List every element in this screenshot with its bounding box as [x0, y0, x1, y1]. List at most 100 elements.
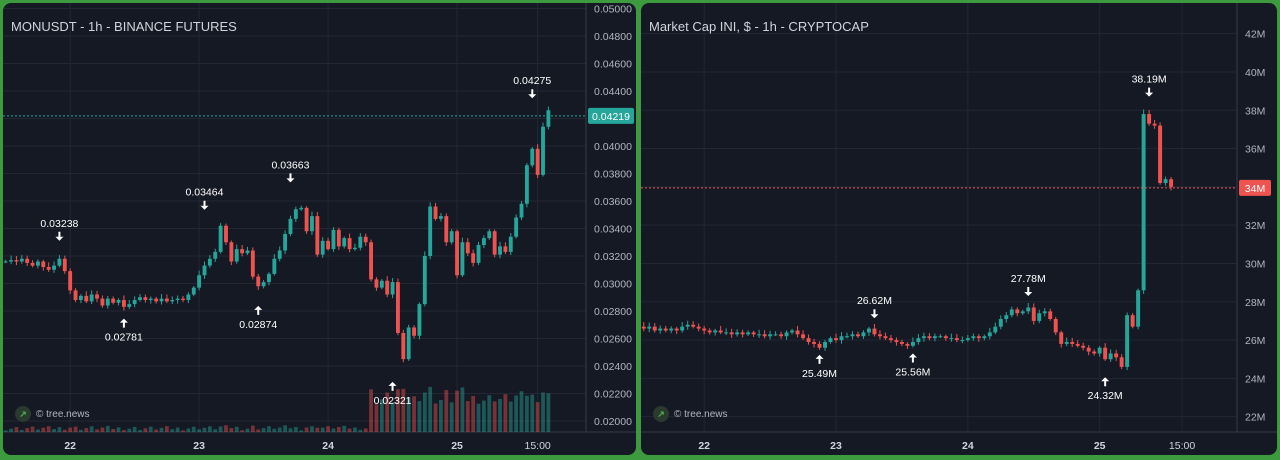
volume-bar — [417, 401, 422, 432]
volume-bar — [73, 426, 78, 432]
candle-body — [116, 300, 121, 303]
y-tick-label: 0.03000 — [594, 279, 632, 291]
candle-body — [784, 332, 789, 337]
low-annotation-label: 25.56M — [895, 366, 930, 378]
candle-body — [707, 330, 712, 333]
volume-bar — [546, 393, 551, 432]
arrow-down-icon — [286, 173, 295, 183]
chart-title: Market Cap INI, $ - 1h - CRYPTOCAP — [649, 19, 869, 34]
volume-bar — [369, 389, 373, 432]
candle-body — [127, 304, 132, 307]
volume-bar — [519, 391, 524, 432]
y-tick-label: 0.02600 — [594, 334, 632, 346]
candle-body — [729, 332, 734, 335]
candle-body — [487, 231, 492, 239]
volume-bar — [390, 402, 395, 432]
volume-bar — [229, 428, 234, 432]
candle-body — [746, 332, 751, 335]
y-tick-label: 0.04600 — [594, 59, 632, 71]
candle-body — [910, 341, 915, 346]
chart-panel-monusdt: 0.050000.048000.046000.044000.042000.040… — [3, 3, 636, 455]
candle-body — [861, 332, 866, 337]
candle-body — [396, 282, 400, 333]
y-tick-label: 0.04800 — [594, 31, 632, 43]
volume-bar — [202, 427, 207, 432]
candle-body — [481, 238, 486, 245]
volume-bar — [498, 398, 502, 432]
candle-body — [779, 334, 784, 337]
candle-body — [465, 242, 470, 254]
candle-body — [3, 261, 8, 263]
volume-bar — [514, 395, 519, 432]
candle-body — [718, 330, 723, 333]
candle-body — [1158, 125, 1163, 184]
candle-body — [331, 229, 336, 250]
candle-body — [795, 330, 800, 335]
candle-body — [828, 338, 833, 342]
high-annotation-label: 26.62M — [857, 295, 892, 307]
volume-bar — [261, 428, 266, 432]
volume-bar — [320, 427, 325, 432]
candle-body — [1031, 307, 1036, 321]
candle-body — [293, 209, 298, 219]
candle-body — [406, 327, 411, 360]
candle-body — [1097, 347, 1102, 354]
candle-body — [25, 258, 30, 263]
volume-bar — [175, 427, 180, 432]
candle-body — [1037, 313, 1042, 321]
candle-body — [949, 338, 954, 340]
candle-body — [35, 261, 40, 266]
volume-bar — [84, 428, 89, 432]
candle-body — [121, 300, 126, 307]
candle-body — [1086, 347, 1091, 352]
y-tick-label: 0.03200 — [594, 251, 632, 263]
candle-body — [1042, 311, 1047, 314]
volume-bar — [487, 395, 492, 432]
y-tick-label: 0.03800 — [594, 169, 632, 181]
volume-bar — [336, 427, 341, 432]
candle-body — [1130, 315, 1135, 327]
volume-bar — [36, 429, 40, 432]
volume-bar — [342, 425, 347, 432]
candle-body — [921, 336, 926, 339]
candle-body — [872, 328, 877, 335]
volume-bar — [250, 425, 255, 432]
candle-body — [460, 242, 465, 276]
candle-body — [175, 298, 180, 300]
high-annotation-label: 27.78M — [1011, 273, 1046, 285]
volume-bar — [439, 400, 443, 432]
candle-body — [73, 290, 78, 300]
candle-body — [647, 326, 652, 329]
candle-body — [1059, 332, 1064, 344]
candle-body — [1075, 343, 1080, 346]
low-annotation-label: 0.02874 — [239, 319, 277, 331]
candle-body — [508, 236, 513, 252]
candle-body — [834, 338, 838, 341]
candle-body — [541, 126, 545, 175]
candle-body — [894, 340, 899, 342]
candle-body — [320, 240, 325, 255]
volume-bar — [541, 392, 545, 432]
candle-body — [347, 238, 352, 250]
y-tick-label: 32M — [1245, 220, 1265, 232]
arrow-down-icon — [528, 89, 537, 99]
x-tick-label: 25 — [451, 440, 463, 452]
candle-body — [735, 332, 740, 335]
volume-bar — [245, 428, 250, 432]
y-tick-label: 0.03400 — [594, 224, 632, 236]
candle-body — [916, 338, 921, 342]
candle-body — [213, 251, 218, 259]
monusdt-chart[interactable]: 0.050000.048000.046000.044000.042000.040… — [3, 3, 636, 455]
candle-body — [530, 148, 535, 166]
volume-bar — [240, 430, 244, 432]
ini-market-cap-chart[interactable]: 42M 40M 38M 36M 34M 32M 30M 28M 26M 24M 22M 22 23 24 2… — [641, 3, 1277, 455]
x-tick-label: 24 — [962, 440, 974, 452]
volume-bar — [9, 428, 13, 432]
candle-body — [95, 294, 99, 299]
candle-body — [363, 236, 368, 243]
candle-body — [379, 280, 384, 288]
candle-body — [663, 328, 668, 331]
candle-body — [883, 336, 888, 339]
volume-bar — [374, 404, 379, 432]
y-tick-label: 42M — [1245, 29, 1265, 41]
